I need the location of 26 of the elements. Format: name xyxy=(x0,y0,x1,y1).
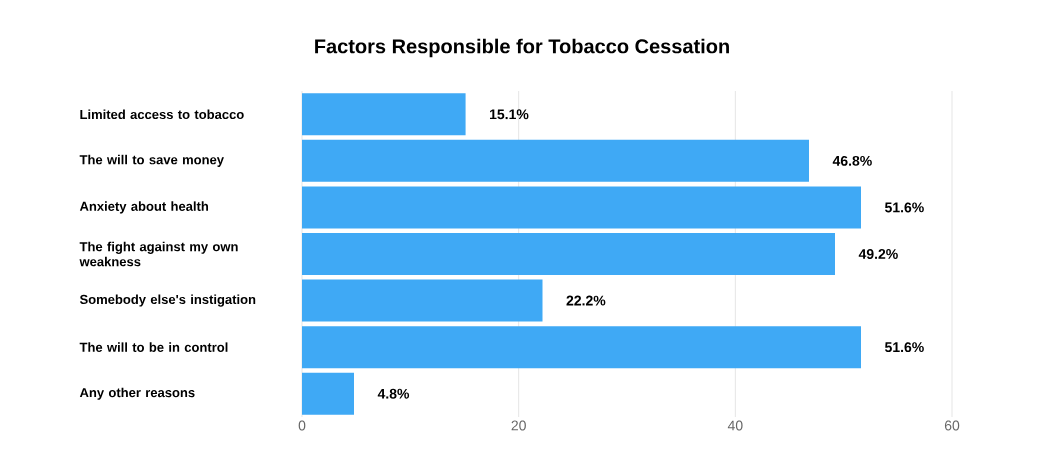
bar xyxy=(302,186,861,229)
chart-title: Factors Responsible for Tobacco Cessation xyxy=(315,38,729,58)
bar xyxy=(302,326,861,369)
bar xyxy=(302,279,543,322)
y-tick-label: Anxiety about health xyxy=(79,201,209,214)
data-label: 15.1% xyxy=(490,109,529,120)
data-label: 4.8% xyxy=(377,388,410,399)
data-label: 51.6% xyxy=(884,342,924,353)
y-tick-label: The will to save money xyxy=(79,154,224,167)
data-label: 46.8% xyxy=(832,155,872,166)
x-tick-label: 60 xyxy=(944,420,960,431)
data-label: 49.2% xyxy=(858,249,898,259)
data-label: 22.2% xyxy=(566,295,606,306)
bar xyxy=(302,372,354,415)
y-tick-label: The fight against my own weakness xyxy=(79,241,238,267)
bar xyxy=(302,139,809,182)
bar xyxy=(302,233,835,276)
y-tick-label: The will to be in control xyxy=(79,342,228,352)
x-tick-label: 0 xyxy=(298,420,306,431)
data-label: 51.6% xyxy=(884,202,924,213)
y-tick-label: Somebody else's instigation xyxy=(79,294,256,307)
y-tick-label: Any other reasons xyxy=(79,387,195,400)
y-tick-label: Limited access to tobacco xyxy=(80,109,244,120)
x-tick-label: 40 xyxy=(727,420,743,431)
bar xyxy=(302,93,466,136)
x-tick-label: 20 xyxy=(511,420,526,431)
